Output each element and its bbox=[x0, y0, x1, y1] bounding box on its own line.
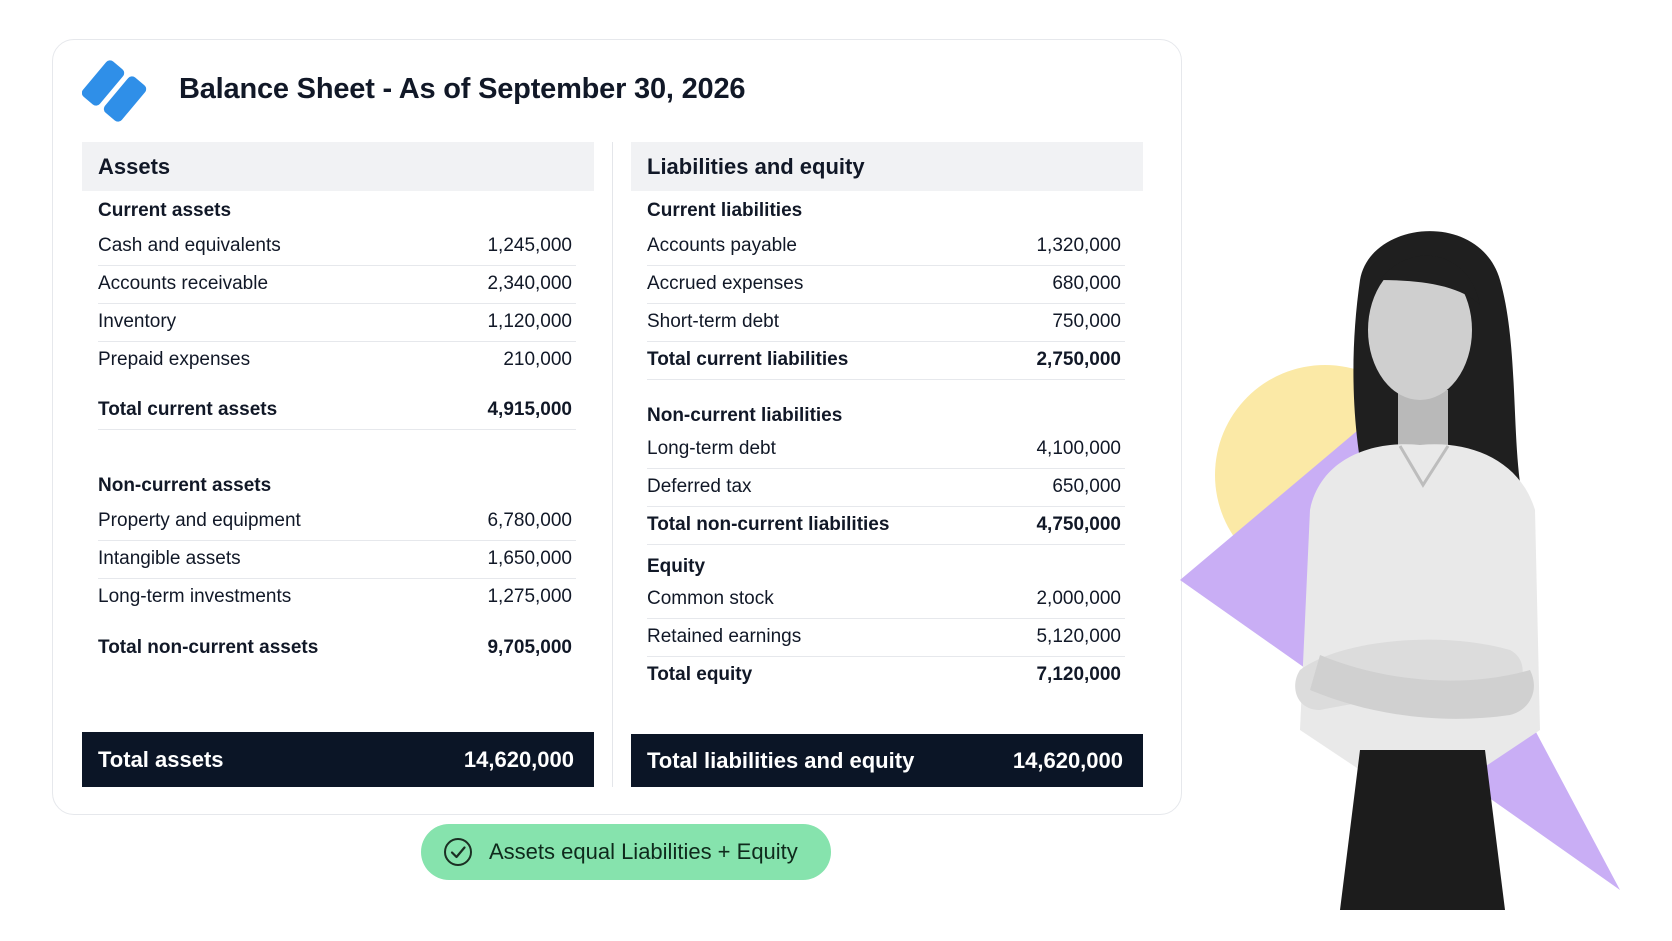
table-row: Common stock 2,000,000 bbox=[647, 579, 1125, 619]
row-value: 1,120,000 bbox=[487, 310, 572, 332]
section-current-assets: Current assets bbox=[98, 200, 232, 221]
table-row: Short-term debt 750,000 bbox=[647, 302, 1125, 342]
row-label: Long-term investments bbox=[98, 586, 292, 607]
row-value: 2,000,000 bbox=[1036, 587, 1121, 609]
total-equity-row: Total equity 7,120,000 bbox=[647, 655, 1125, 695]
table-row: Cash and equivalents 1,245,000 bbox=[98, 226, 576, 266]
table-row: Prepaid expenses 210,000 bbox=[98, 340, 576, 380]
row-label: Total non-current liabilities bbox=[647, 513, 890, 535]
row-value: 2,340,000 bbox=[487, 272, 572, 294]
row-value: 6,780,000 bbox=[487, 509, 572, 531]
row-label: Accounts payable bbox=[647, 234, 797, 256]
badge-text: Assets equal Liabilities + Equity bbox=[489, 839, 798, 864]
section-non-current-assets: Non-current assets bbox=[98, 475, 272, 496]
row-label: Accounts receivable bbox=[98, 272, 269, 294]
row-value: 1,320,000 bbox=[1036, 234, 1121, 256]
total-non-current-assets-row: Total non-current assets 9,705,000 bbox=[98, 628, 576, 668]
liabilities-equity-heading: Liabilities and equity bbox=[631, 142, 1143, 191]
row-value: 5,120,000 bbox=[1036, 625, 1121, 647]
row-value: 2,750,000 bbox=[1036, 348, 1121, 370]
row-value: 4,100,000 bbox=[1036, 437, 1121, 459]
row-label: Short-term debt bbox=[647, 310, 779, 332]
column-divider bbox=[612, 142, 613, 787]
table-row: Long-term debt 4,100,000 bbox=[647, 429, 1125, 469]
table-row: Deferred tax 650,000 bbox=[647, 467, 1125, 507]
table-row: Property and equipment 6,780,000 bbox=[98, 501, 576, 541]
row-label: Common stock bbox=[647, 587, 774, 609]
row-value: 210,000 bbox=[503, 349, 572, 370]
section-equity: Equity bbox=[647, 556, 706, 577]
liabilities-equity-column: Liabilities and equity Current liabiliti… bbox=[631, 142, 1143, 787]
assets-heading: Assets bbox=[82, 142, 594, 191]
stripes-logo-icon bbox=[82, 60, 147, 122]
total-liabilities-equity-value: 14,620,000 bbox=[1012, 747, 1123, 773]
total-liabilities-equity-bar: Total liabilities and equity 14,620,000 bbox=[631, 734, 1143, 787]
row-label: Prepaid expenses bbox=[98, 349, 251, 370]
table-row: Intangible assets 1,650,000 bbox=[98, 539, 576, 579]
person-arms-crossed-illustration bbox=[1180, 231, 1620, 910]
row-label: Total current assets bbox=[98, 398, 278, 420]
row-label: Retained earnings bbox=[647, 625, 802, 647]
row-value: 7,120,000 bbox=[1036, 664, 1121, 685]
table-row: Inventory 1,120,000 bbox=[98, 302, 576, 342]
row-value: 1,275,000 bbox=[487, 586, 572, 607]
table-row: Retained earnings 5,120,000 bbox=[647, 617, 1125, 657]
table-row: Accounts receivable 2,340,000 bbox=[98, 264, 576, 304]
page-title: Balance Sheet - As of September 30, 2026 bbox=[179, 73, 746, 105]
table-row: Accrued expenses 680,000 bbox=[647, 264, 1125, 304]
total-current-assets-row: Total current assets 4,915,000 bbox=[98, 390, 576, 430]
check-circle-icon bbox=[444, 838, 472, 866]
row-label: Total non-current assets bbox=[98, 637, 319, 658]
total-assets-bar: Total assets 14,620,000 bbox=[82, 732, 594, 787]
total-current-liabilities-row: Total current liabilities 2,750,000 bbox=[647, 340, 1125, 380]
row-label: Accrued expenses bbox=[647, 272, 804, 294]
row-value: 680,000 bbox=[1052, 272, 1121, 294]
total-non-current-liabilities-row: Total non-current liabilities 4,750,000 bbox=[647, 505, 1125, 545]
table-row: Long-term investments 1,275,000 bbox=[98, 577, 576, 617]
total-assets-value: 14,620,000 bbox=[463, 746, 574, 772]
row-value: 9,705,000 bbox=[487, 637, 572, 658]
row-label: Total current liabilities bbox=[647, 348, 849, 370]
row-value: 650,000 bbox=[1052, 475, 1121, 497]
row-label: Long-term debt bbox=[647, 437, 776, 459]
total-liabilities-equity-label: Total liabilities and equity bbox=[647, 747, 915, 773]
row-label: Intangible assets bbox=[98, 547, 241, 569]
section-current-liabilities: Current liabilities bbox=[647, 200, 803, 221]
row-label: Inventory bbox=[98, 310, 177, 332]
assets-column: Assets Current assets Cash and equivalen… bbox=[82, 142, 594, 787]
row-value: 1,650,000 bbox=[487, 547, 572, 569]
row-value: 750,000 bbox=[1052, 310, 1121, 332]
row-label: Cash and equivalents bbox=[98, 234, 281, 256]
row-label: Total equity bbox=[647, 664, 753, 685]
row-label: Deferred tax bbox=[647, 475, 752, 497]
total-assets-label: Total assets bbox=[98, 746, 224, 772]
row-label: Property and equipment bbox=[98, 509, 301, 531]
balance-check-badge: Assets equal Liabilities + Equity bbox=[421, 824, 831, 880]
row-value: 4,915,000 bbox=[487, 398, 572, 420]
table-row: Accounts payable 1,320,000 bbox=[647, 226, 1125, 266]
section-non-current-liabilities: Non-current liabilities bbox=[647, 405, 843, 426]
row-value: 1,245,000 bbox=[487, 234, 572, 256]
row-value: 4,750,000 bbox=[1036, 513, 1121, 535]
